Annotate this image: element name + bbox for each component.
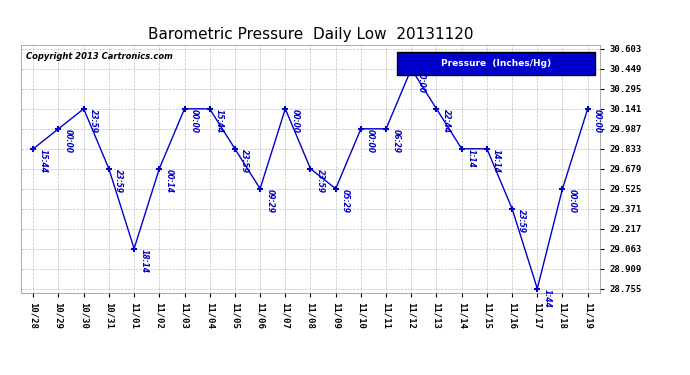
Text: 00:00: 00:00: [417, 69, 426, 93]
Text: 05:29: 05:29: [341, 189, 350, 213]
Text: 23:59: 23:59: [316, 169, 325, 193]
Text: 15:44: 15:44: [215, 109, 224, 133]
Text: 23:59: 23:59: [518, 209, 526, 233]
Text: 23:59: 23:59: [89, 109, 98, 133]
Text: 00:00: 00:00: [290, 109, 299, 133]
Text: 00:00: 00:00: [568, 189, 577, 213]
FancyBboxPatch shape: [397, 53, 595, 75]
Text: Pressure  (Inches/Hg): Pressure (Inches/Hg): [441, 59, 551, 68]
Text: 23:59: 23:59: [240, 149, 249, 173]
Text: 09:29: 09:29: [266, 189, 275, 213]
Text: 23:59: 23:59: [114, 169, 123, 193]
Text: 15:44: 15:44: [39, 149, 48, 173]
Text: 1:44: 1:44: [542, 289, 551, 308]
Text: 22:44: 22:44: [442, 109, 451, 133]
Text: 00:00: 00:00: [366, 129, 375, 153]
Text: Copyright 2013 Cartronics.com: Copyright 2013 Cartronics.com: [26, 53, 173, 62]
Text: 00:00: 00:00: [593, 109, 602, 133]
Text: 00:00: 00:00: [63, 129, 72, 153]
Text: 00:14: 00:14: [164, 169, 173, 193]
Text: 06:29: 06:29: [391, 129, 400, 153]
Text: 00:00: 00:00: [190, 109, 199, 133]
Text: 18:14: 18:14: [139, 249, 148, 273]
Text: 14:14: 14:14: [492, 149, 501, 173]
Text: 1:14: 1:14: [467, 149, 476, 168]
Title: Barometric Pressure  Daily Low  20131120: Barometric Pressure Daily Low 20131120: [148, 27, 473, 42]
